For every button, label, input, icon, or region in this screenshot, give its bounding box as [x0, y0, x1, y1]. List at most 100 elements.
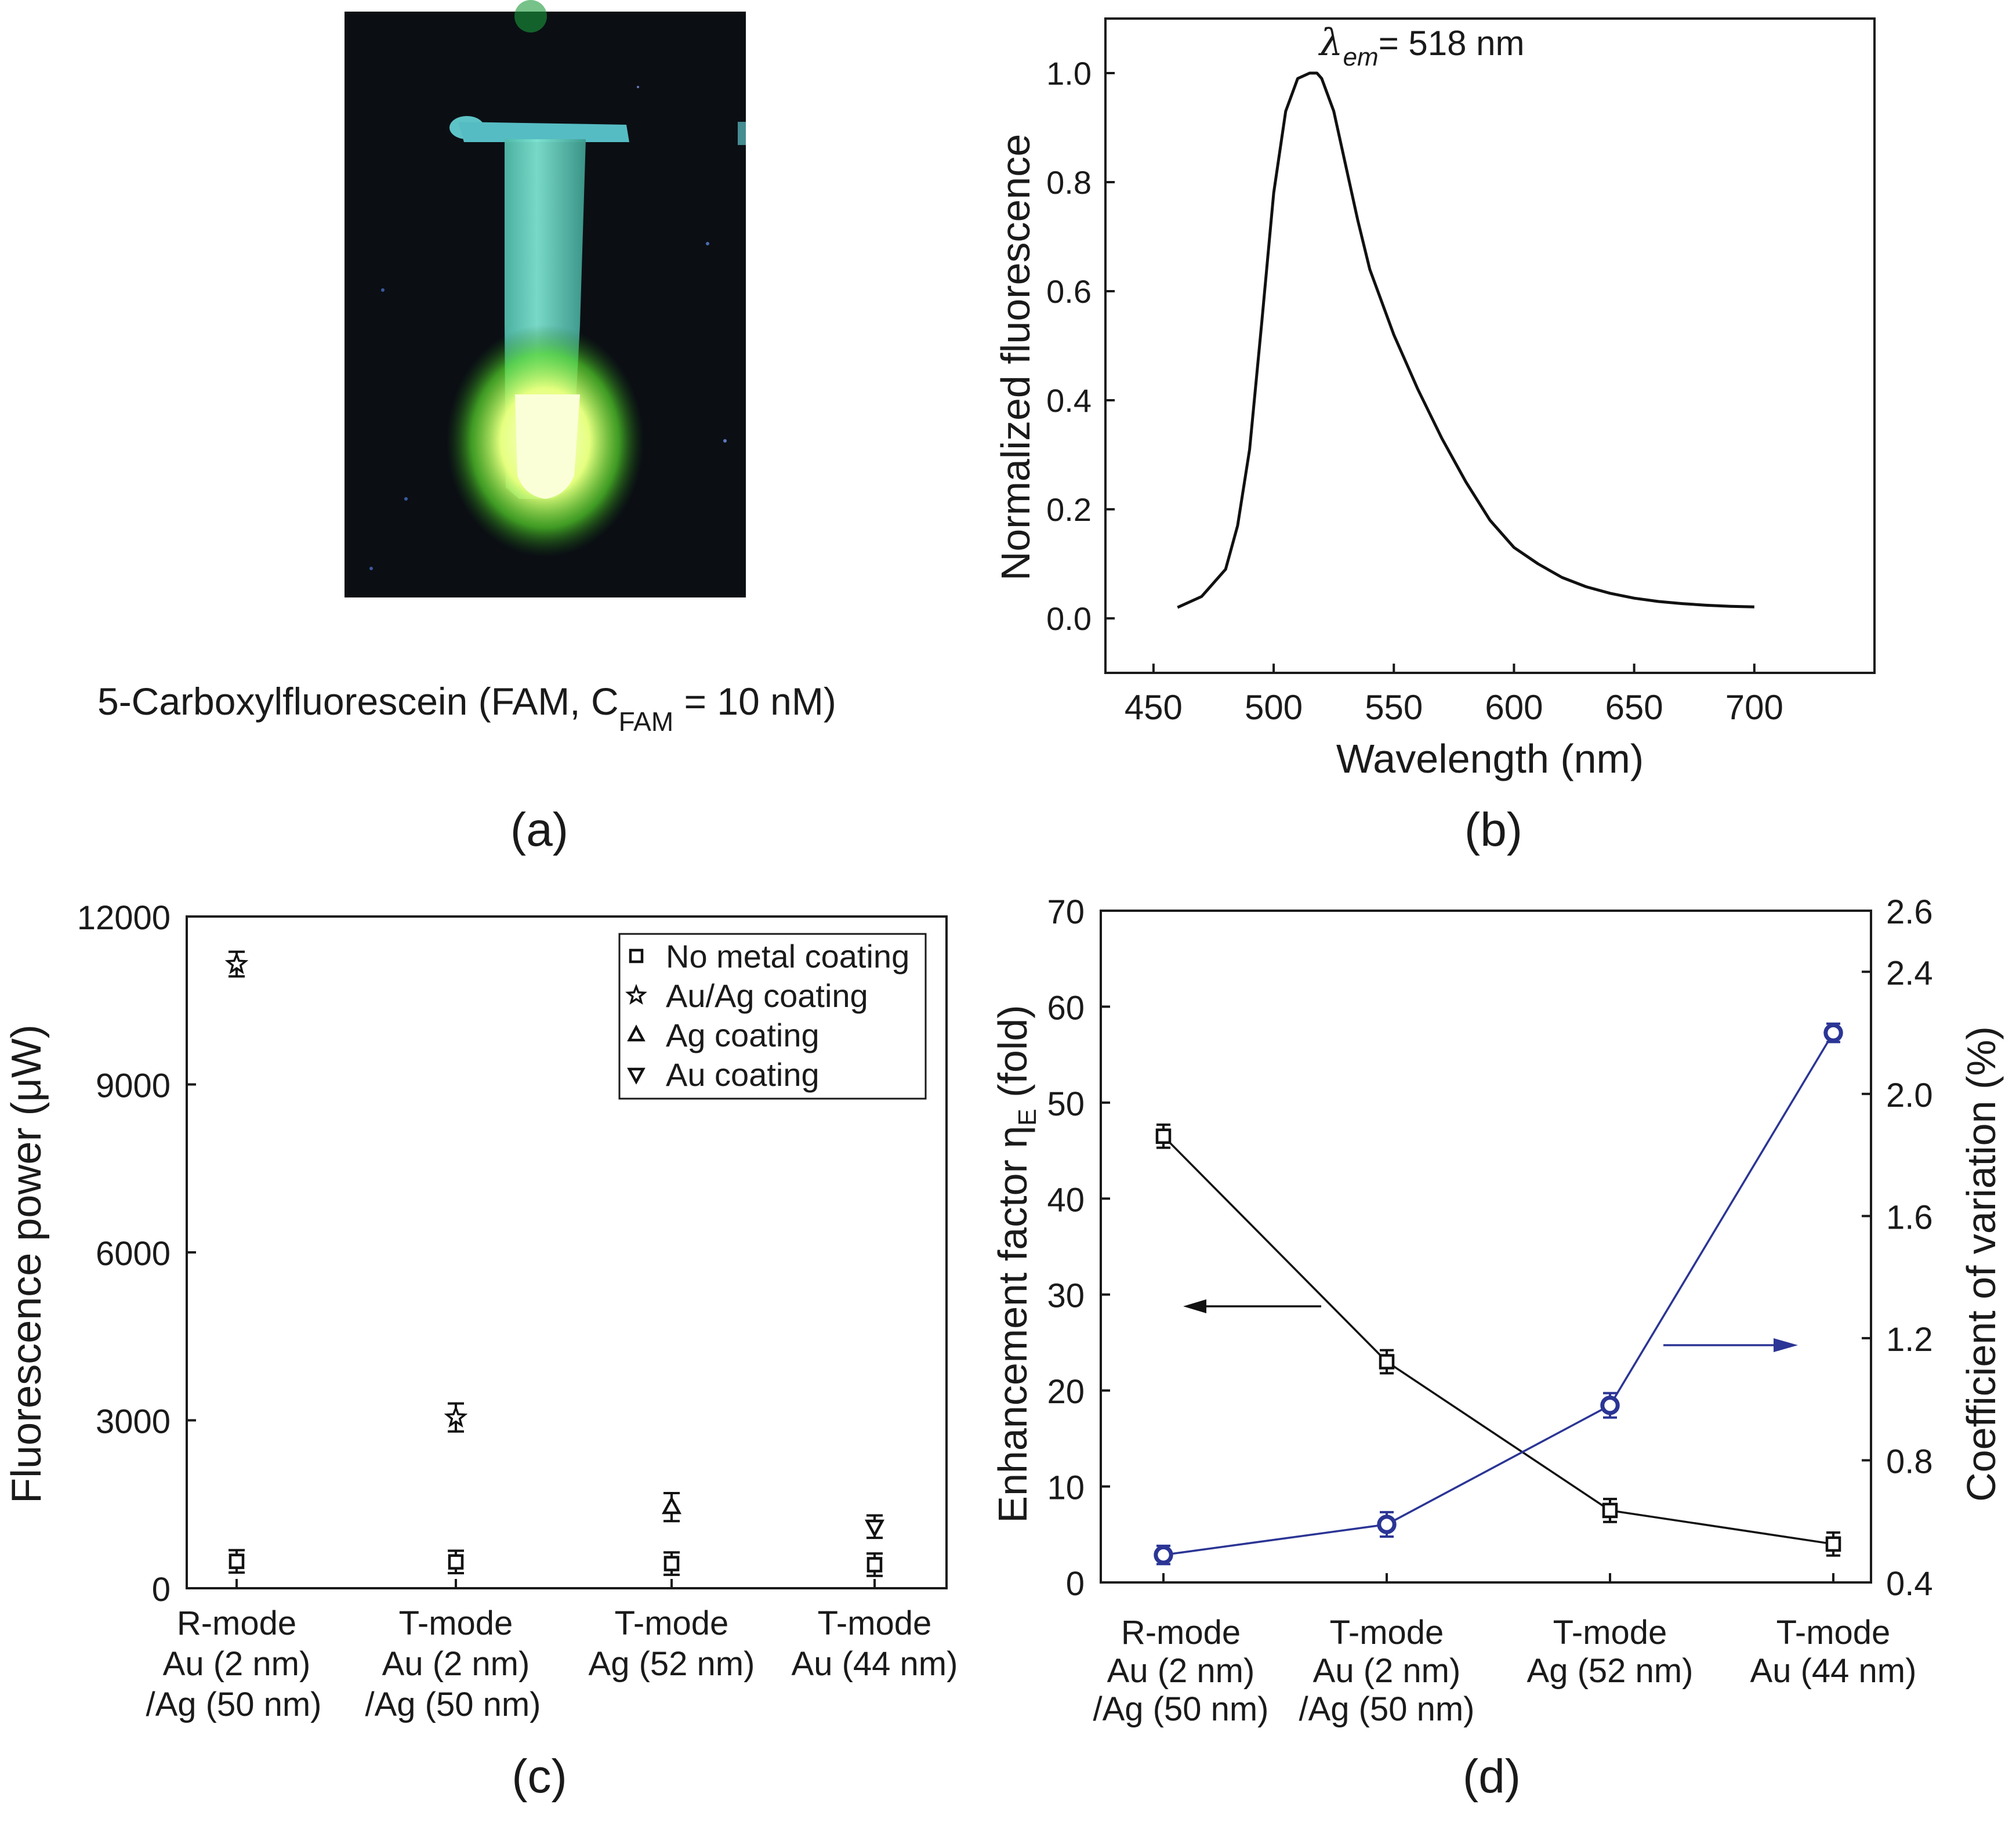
y-left-tick-label: 10	[1047, 1469, 1085, 1507]
data-point	[1377, 1515, 1397, 1534]
data-point	[1379, 1354, 1395, 1370]
data-point	[1154, 1545, 1173, 1565]
x-category-label: Ag (52 nm)	[1527, 1652, 1694, 1690]
y-axis-label: Normalized fluorescence	[993, 134, 1038, 581]
panel-label-a: (a)	[510, 803, 568, 856]
y-left-tick-label: 70	[1047, 893, 1085, 931]
peak-annotation: λem= 518 nm	[1318, 21, 1525, 71]
legend-marker	[625, 984, 647, 1005]
right-axis-arrow	[1663, 1338, 1798, 1352]
chart-b: 450 500 550 600 650 700 0.0 0.2 0.4 0.6 0.8 1.0 Wave…	[993, 17, 1876, 856]
y-right-axis-label: Coefficient of variation (%)	[1959, 1026, 2004, 1502]
x-tick-label: 600	[1485, 688, 1543, 727]
data-point	[229, 1553, 245, 1569]
data-point	[1155, 1128, 1172, 1144]
y-axis-label: Fluorescence power (μW)	[3, 1024, 50, 1504]
y-left-tick-label: 40	[1047, 1181, 1085, 1219]
x-category-label: /Ag (50 nm)	[365, 1686, 541, 1723]
panel-label-d: (d)	[1463, 1750, 1521, 1803]
y-right-tick-label: 1.2	[1886, 1321, 1933, 1359]
y-right-tick-label: 2.6	[1886, 893, 1933, 931]
data-point	[1600, 1396, 1620, 1415]
legend-label: No metal coating	[666, 938, 909, 975]
series-triangle-down	[865, 1514, 884, 1540]
data-point	[866, 1557, 883, 1573]
y-left-tick-label: 0	[1066, 1565, 1085, 1603]
y-left-tick-label: 20	[1047, 1373, 1085, 1411]
chart-d: 0 10 20 30 40 50 60 70 0.4 0.8 1.2 1.6 2.0 2.4 2.6 R-mo…	[990, 893, 2004, 1803]
x-category-label: T-mode	[1553, 1614, 1667, 1651]
x-tick-label: 700	[1725, 688, 1783, 727]
data-point	[663, 1556, 680, 1571]
data-point	[662, 1496, 681, 1515]
x-category-label: Au (2 nm)	[382, 1645, 530, 1683]
y-right-tick-label: 0.4	[1886, 1565, 1933, 1603]
legend-marker	[629, 948, 644, 963]
x-category-label: /Ag (50 nm)	[1093, 1690, 1269, 1728]
x-category-label: T-mode	[818, 1604, 932, 1642]
panel-a: 5-Carboxylfluorescein (FAM, CFAM = 10 nM…	[97, 0, 836, 856]
series-triangle-up	[662, 1491, 681, 1523]
left-axis-arrow	[1183, 1299, 1321, 1313]
legend-box	[618, 933, 927, 1100]
legend-label: Au/Ag coating	[666, 977, 868, 1014]
y-tick-label: 12000	[77, 899, 171, 937]
x-category-label: T-mode	[399, 1604, 513, 1642]
data-point	[1823, 1023, 1843, 1043]
y-right-tick-label: 2.0	[1886, 1077, 1933, 1114]
panel-label-c: (c)	[512, 1750, 567, 1803]
y-right-tick-label: 2.4	[1886, 954, 1933, 992]
y-left-tick-label: 50	[1047, 1085, 1085, 1123]
series-line	[1163, 1032, 1834, 1556]
y-tick-label: 1.0	[1046, 55, 1092, 92]
x-tick-label: 650	[1605, 688, 1663, 727]
series-line	[1162, 1135, 1834, 1545]
x-category-label: R-mode	[1121, 1614, 1241, 1651]
series-square	[229, 1549, 883, 1577]
x-category-label: Au (2 nm)	[163, 1645, 311, 1683]
data-point	[1602, 1502, 1618, 1519]
y-tick-label: 9000	[96, 1067, 171, 1105]
x-category-label: T-mode	[1330, 1614, 1444, 1651]
plot-frame	[1104, 17, 1876, 674]
legend-label: Ag coating	[666, 1017, 820, 1053]
y-tick-label: 3000	[96, 1403, 171, 1441]
data-point	[1825, 1536, 1841, 1552]
y-left-tick-label: 60	[1047, 989, 1085, 1027]
series-star	[224, 950, 468, 1433]
legend-label: Au coating	[666, 1056, 820, 1093]
y-left-axis-label: Enhancement factor ηE (fold)	[990, 1005, 1042, 1523]
x-tick-label: 550	[1365, 688, 1423, 727]
y-tick-label: 0.8	[1046, 164, 1092, 201]
y-tick-label: 0.2	[1046, 491, 1092, 528]
x-category-label: /Ag (50 nm)	[146, 1686, 322, 1723]
y-tick-label: 0.6	[1046, 273, 1092, 310]
data-point	[444, 1405, 468, 1428]
x-category-label: Ag (52 nm)	[589, 1645, 755, 1683]
panel-label-b: (b)	[1464, 803, 1522, 856]
fam-tube-photo	[345, 0, 746, 597]
y-left-tick-label: 30	[1047, 1277, 1085, 1315]
y-right-tick-label: 0.8	[1886, 1443, 1933, 1480]
x-category-label: T-mode	[1776, 1614, 1891, 1651]
x-category-label: Au (44 nm)	[1750, 1652, 1917, 1690]
photo-caption: 5-Carboxylfluorescein (FAM, CFAM = 10 nM…	[97, 680, 836, 737]
y-tick-label: 0	[152, 1571, 171, 1609]
series-enhancement	[1155, 1123, 1841, 1557]
legend-marker	[627, 1067, 646, 1085]
x-axis-label: Wavelength (nm)	[1336, 736, 1644, 781]
series-cv	[1154, 1022, 1843, 1566]
emission-spectrum-line	[1177, 71, 1754, 609]
data-point	[224, 951, 249, 975]
x-category-label: T-mode	[615, 1604, 729, 1642]
x-category-label: Au (2 nm)	[1107, 1652, 1255, 1690]
y-tick-label: 0.0	[1046, 600, 1092, 637]
y-tick-label: 0.4	[1046, 382, 1092, 419]
x-category-label: Au (2 nm)	[1313, 1652, 1461, 1690]
data-point	[448, 1554, 464, 1570]
y-right-tick-label: 1.6	[1886, 1198, 1933, 1236]
x-category-label: Au (44 nm)	[792, 1645, 958, 1683]
y-tick-label: 6000	[96, 1235, 171, 1273]
